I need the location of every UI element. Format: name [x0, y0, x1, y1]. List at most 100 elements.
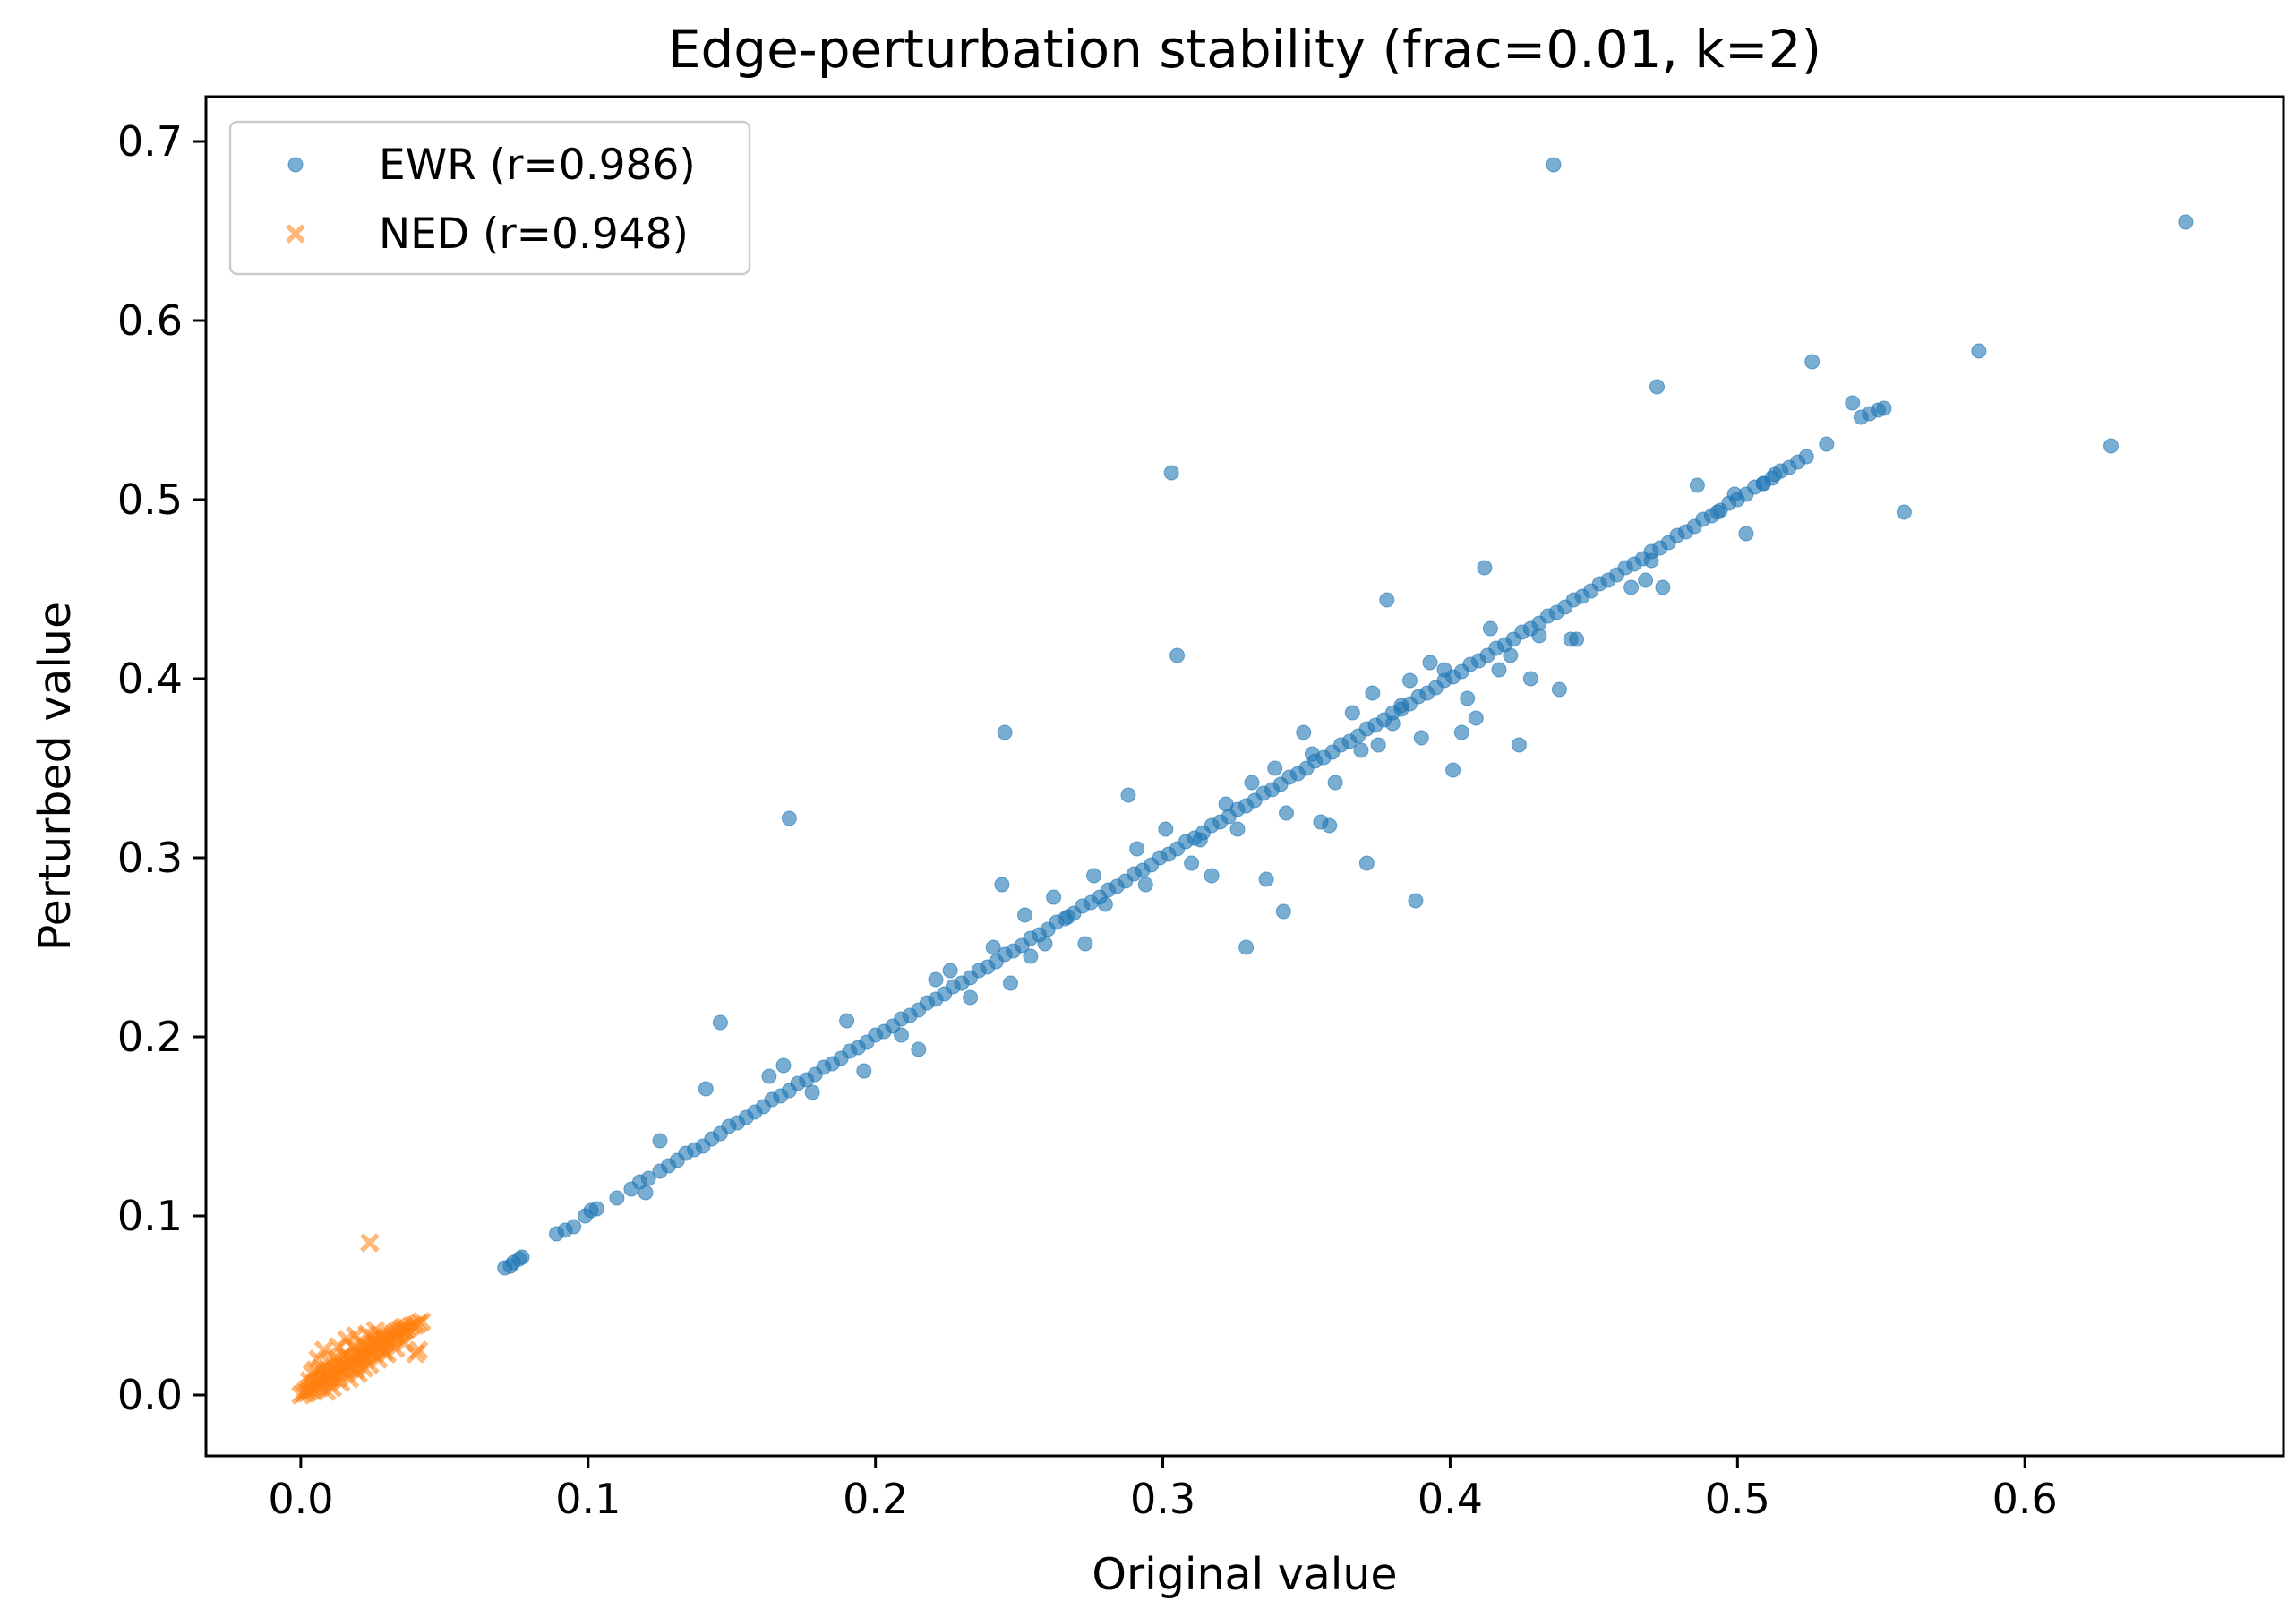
- legend-box: [228, 120, 751, 276]
- ewr-point: [1468, 710, 1484, 726]
- ewr-point: [1804, 354, 1821, 370]
- ewr-point: [1129, 841, 1145, 857]
- ewr-point: [963, 989, 979, 1006]
- ewr-point: [1971, 343, 1987, 359]
- ewr-point: [1238, 939, 1255, 955]
- ewr-point: [775, 1057, 792, 1074]
- ewr-point: [1445, 762, 1461, 778]
- ewr-point: [1322, 817, 1338, 834]
- legend-marker-ewr: [287, 157, 304, 173]
- x-axis-label: Original value: [1092, 1549, 1397, 1600]
- x-tick-label: 0.4: [1418, 1475, 1483, 1523]
- ewr-point: [566, 1219, 582, 1235]
- ewr-point: [1279, 805, 1294, 821]
- ned-point: [406, 1344, 426, 1364]
- ewr-point: [1060, 909, 1076, 925]
- ewr-point: [1638, 572, 1654, 588]
- legend-marker-ned: [286, 224, 305, 244]
- ewr-point: [1353, 742, 1369, 758]
- ewr-point: [1158, 821, 1174, 837]
- ned-point: [374, 1342, 394, 1362]
- ewr-point: [1460, 690, 1476, 706]
- ewr-point: [1384, 715, 1401, 732]
- ewr-point: [1097, 896, 1113, 912]
- ewr-point: [1738, 526, 1754, 542]
- ned-point: [360, 1233, 380, 1253]
- ewr-point: [856, 1063, 872, 1079]
- legend-label-ewr: EWR (r=0.986): [379, 141, 696, 190]
- ewr-point: [1304, 746, 1320, 762]
- ewr-point: [1623, 579, 1640, 595]
- ewr-point: [1551, 681, 1567, 698]
- ewr-point: [1709, 504, 1726, 520]
- ewr-point: [712, 1014, 728, 1031]
- ewr-point: [652, 1133, 668, 1149]
- ned-point: [322, 1369, 343, 1389]
- y-tick-label: 0.0: [117, 1371, 183, 1419]
- x-tick-label: 0.6: [1992, 1475, 2058, 1523]
- ewr-point: [1344, 705, 1360, 721]
- ewr-point: [761, 1068, 777, 1084]
- ned-point: [371, 1326, 391, 1346]
- ewr-point: [985, 939, 1001, 955]
- ewr-point: [839, 1013, 855, 1029]
- ewr-point: [1402, 672, 1418, 689]
- ewr-point: [1086, 868, 1101, 884]
- ewr-point: [1393, 698, 1409, 714]
- ewr-point: [1819, 436, 1835, 452]
- ewr-point: [1275, 903, 1291, 920]
- ewr-point: [588, 1201, 604, 1217]
- y-axis-ticks: 0.0 0.1 0.2 0.3 0.4 0.5 0.6 0.7: [117, 117, 206, 1419]
- y-tick-label: 0.7: [117, 117, 183, 166]
- ewr-point: [1017, 907, 1032, 923]
- chart-title: Edge-perturbation stability (frac=0.01, …: [668, 19, 1821, 80]
- ewr-point: [1726, 486, 1743, 502]
- y-axis-label: Perturbed value: [30, 602, 81, 951]
- y-tick-label: 0.4: [117, 655, 183, 703]
- ewr-point: [1503, 647, 1519, 663]
- ewr-point: [1365, 685, 1381, 701]
- ewr-point: [1767, 466, 1783, 483]
- ewr-point: [928, 971, 944, 988]
- ewr-point: [1258, 871, 1274, 887]
- ewr-point: [1244, 775, 1260, 791]
- ewr-point: [1531, 628, 1547, 644]
- ewr-point: [997, 724, 1013, 740]
- y-tick-label: 0.2: [117, 1013, 183, 1061]
- ewr-point: [1218, 796, 1234, 812]
- plot-frame: [204, 95, 2285, 1458]
- ewr-point: [1267, 760, 1283, 776]
- ewr-point: [1003, 975, 1018, 991]
- x-tick-label: 0.3: [1130, 1475, 1195, 1523]
- ewr-point: [1370, 737, 1386, 753]
- ewr-point: [1408, 893, 1424, 909]
- ewr-point: [1546, 157, 1562, 173]
- ewr-point: [1422, 655, 1438, 671]
- ewr-point: [1077, 936, 1093, 952]
- ewr-point: [911, 1041, 927, 1057]
- ewr-point: [1413, 730, 1429, 746]
- ewr-point: [1655, 579, 1671, 595]
- ewr-point: [804, 1084, 820, 1100]
- ewr-point: [514, 1249, 530, 1265]
- ewr-point: [1453, 724, 1469, 740]
- ewr-point: [609, 1190, 625, 1206]
- ewr-point: [1755, 475, 1771, 492]
- ewr-point: [1569, 631, 1585, 647]
- ewr-point: [1296, 724, 1312, 740]
- ewr-point: [638, 1185, 654, 1201]
- ewr-point: [2103, 438, 2119, 454]
- ewr-point: [1436, 662, 1452, 678]
- ewr-point: [1163, 465, 1179, 481]
- ewr-point: [1327, 775, 1343, 791]
- y-tick-label: 0.6: [117, 296, 183, 345]
- y-tick-label: 0.5: [117, 475, 183, 524]
- ewr-point: [1845, 395, 1861, 411]
- ewr-point: [1229, 821, 1246, 837]
- ewr-point: [2178, 214, 2194, 230]
- y-tick-label: 0.1: [117, 1192, 183, 1240]
- ewr-point: [1896, 504, 1912, 520]
- ned-point: [346, 1360, 365, 1380]
- ewr-point: [1204, 868, 1220, 884]
- x-axis-ticks: 0.0 0.1 0.2 0.3 0.4 0.5 0.6: [268, 1456, 2058, 1523]
